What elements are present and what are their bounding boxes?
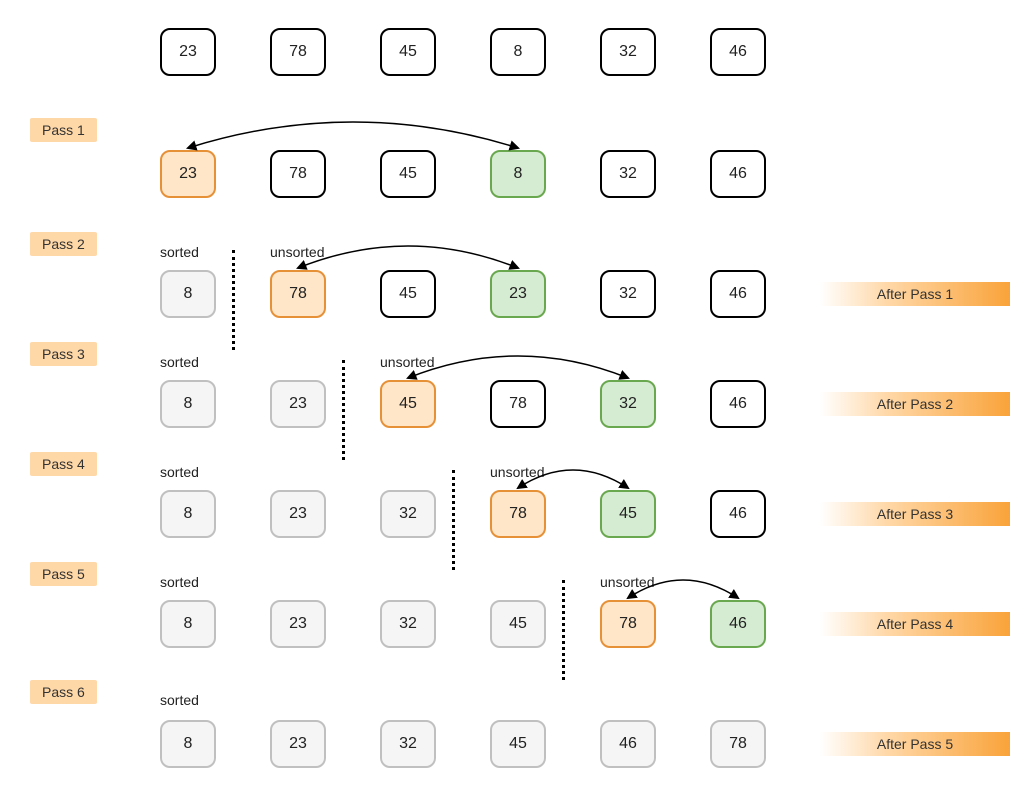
arrow-r3 xyxy=(408,356,628,378)
cell-r5-c4: 78 xyxy=(600,600,656,648)
cell-r4-c2: 32 xyxy=(380,490,436,538)
after-label-4: After Pass 4 xyxy=(820,612,1010,636)
cell-r5-c5: 46 xyxy=(710,600,766,648)
after-label-5: After Pass 5 xyxy=(820,732,1010,756)
cell-r3-c0: 8 xyxy=(160,380,216,428)
cell-r2-c0: 8 xyxy=(160,270,216,318)
after-label-3: After Pass 3 xyxy=(820,502,1010,526)
note-unsorted-r3: unsorted xyxy=(380,354,434,370)
selection-sort-diagram: 23 78 45 8 32 46 Pass 1 23 78 45 8 32 46… xyxy=(0,0,1024,800)
divider-r4 xyxy=(452,470,455,570)
cell-r3-c3: 78 xyxy=(490,380,546,428)
note-sorted-r5: sorted xyxy=(160,574,199,590)
divider-r2 xyxy=(232,250,235,350)
note-sorted-r3: sorted xyxy=(160,354,199,370)
cell-r5-c1: 23 xyxy=(270,600,326,648)
cell-r0-c4: 32 xyxy=(600,28,656,76)
cell-r4-c5: 46 xyxy=(710,490,766,538)
cell-r1-c3: 8 xyxy=(490,150,546,198)
cell-r6-c0: 8 xyxy=(160,720,216,768)
cell-r6-c2: 32 xyxy=(380,720,436,768)
pass-label-5: Pass 5 xyxy=(30,562,97,586)
cell-r1-c0: 23 xyxy=(160,150,216,198)
cell-r6-c5: 78 xyxy=(710,720,766,768)
pass-label-6: Pass 6 xyxy=(30,680,97,704)
cell-r6-c1: 23 xyxy=(270,720,326,768)
cell-r0-c1: 78 xyxy=(270,28,326,76)
cell-r0-c2: 45 xyxy=(380,28,436,76)
note-sorted-r2: sorted xyxy=(160,244,199,260)
divider-r3 xyxy=(342,360,345,460)
cell-r0-c3: 8 xyxy=(490,28,546,76)
cell-r3-c2: 45 xyxy=(380,380,436,428)
cell-r4-c3: 78 xyxy=(490,490,546,538)
arrow-r2 xyxy=(298,246,518,268)
cell-r2-c3: 23 xyxy=(490,270,546,318)
cell-r3-c5: 46 xyxy=(710,380,766,428)
arrow-r1 xyxy=(188,122,518,148)
cell-r1-c5: 46 xyxy=(710,150,766,198)
cell-r5-c3: 45 xyxy=(490,600,546,648)
cell-r5-c2: 32 xyxy=(380,600,436,648)
cell-r3-c4: 32 xyxy=(600,380,656,428)
after-label-1: After Pass 1 xyxy=(820,282,1010,306)
cell-r1-c2: 45 xyxy=(380,150,436,198)
note-unsorted-r5: unsorted xyxy=(600,574,654,590)
cell-r2-c1: 78 xyxy=(270,270,326,318)
cell-r1-c4: 32 xyxy=(600,150,656,198)
cell-r0-c5: 46 xyxy=(710,28,766,76)
pass-label-1: Pass 1 xyxy=(30,118,97,142)
cell-r6-c3: 45 xyxy=(490,720,546,768)
cell-r6-c4: 46 xyxy=(600,720,656,768)
cell-r2-c5: 46 xyxy=(710,270,766,318)
cell-r2-c4: 32 xyxy=(600,270,656,318)
cell-r4-c4: 45 xyxy=(600,490,656,538)
after-label-2: After Pass 2 xyxy=(820,392,1010,416)
cell-r4-c0: 8 xyxy=(160,490,216,538)
pass-label-2: Pass 2 xyxy=(30,232,97,256)
pass-label-4: Pass 4 xyxy=(30,452,97,476)
cell-r2-c2: 45 xyxy=(380,270,436,318)
note-unsorted-r2: unsorted xyxy=(270,244,324,260)
divider-r5 xyxy=(562,580,565,680)
cell-r0-c0: 23 xyxy=(160,28,216,76)
note-unsorted-r4: unsorted xyxy=(490,464,544,480)
note-sorted-r4: sorted xyxy=(160,464,199,480)
cell-r4-c1: 23 xyxy=(270,490,326,538)
cell-r1-c1: 78 xyxy=(270,150,326,198)
pass-label-3: Pass 3 xyxy=(30,342,97,366)
cell-r3-c1: 23 xyxy=(270,380,326,428)
note-sorted-r6: sorted xyxy=(160,692,199,708)
cell-r5-c0: 8 xyxy=(160,600,216,648)
